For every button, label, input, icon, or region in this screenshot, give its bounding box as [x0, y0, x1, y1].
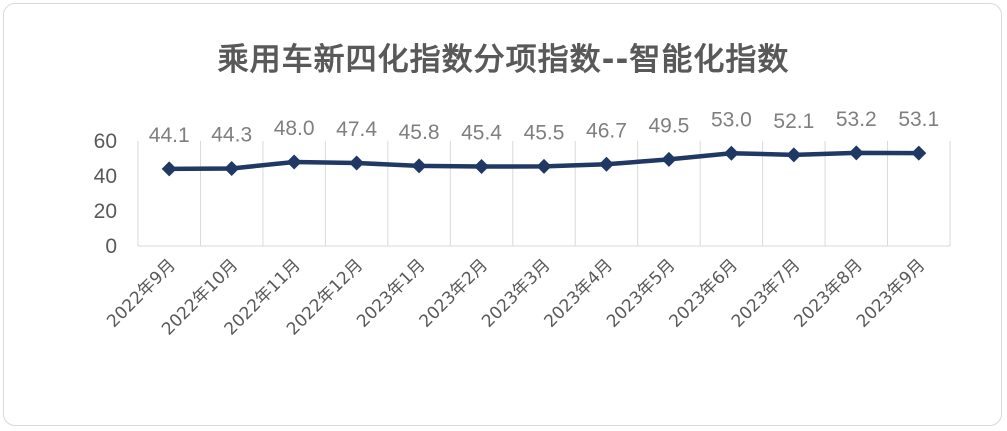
data-point-marker — [224, 160, 240, 176]
data-point-marker — [848, 145, 864, 161]
data-label: 47.4 — [336, 118, 377, 141]
y-tick-label: 0 — [105, 235, 117, 258]
data-label: 52.1 — [773, 110, 814, 133]
data-label: 44.1 — [149, 124, 190, 147]
y-tick-label: 40 — [94, 165, 117, 188]
data-label: 45.5 — [524, 121, 565, 144]
chart-title: 乘用车新四化指数分项指数--智能化指数 — [217, 42, 790, 78]
data-point-marker — [474, 159, 490, 175]
data-label: 48.0 — [274, 117, 315, 140]
data-label: 46.7 — [586, 119, 627, 142]
data-label: 53.1 — [898, 108, 939, 131]
y-tick-label: 20 — [94, 200, 117, 223]
data-label: 53.2 — [836, 108, 877, 131]
data-point-marker — [411, 158, 427, 174]
data-point-marker — [161, 161, 177, 177]
chart-frame — [3, 3, 1002, 426]
data-label: 45.4 — [461, 122, 502, 145]
data-label: 53.0 — [711, 108, 752, 131]
x-tick-label: 2023年9月 — [853, 255, 929, 331]
data-label: 44.3 — [211, 123, 252, 146]
data-point-marker — [598, 156, 614, 172]
data-point-marker — [286, 154, 302, 170]
data-point-marker — [786, 147, 802, 163]
data-label: 45.8 — [399, 121, 440, 144]
data-point-marker — [536, 158, 552, 174]
data-point-marker — [661, 151, 677, 167]
y-tick-label: 60 — [94, 130, 117, 153]
data-label: 49.5 — [648, 114, 689, 137]
data-point-marker — [723, 145, 739, 161]
data-point-marker — [349, 155, 365, 171]
data-point-marker — [911, 145, 927, 161]
